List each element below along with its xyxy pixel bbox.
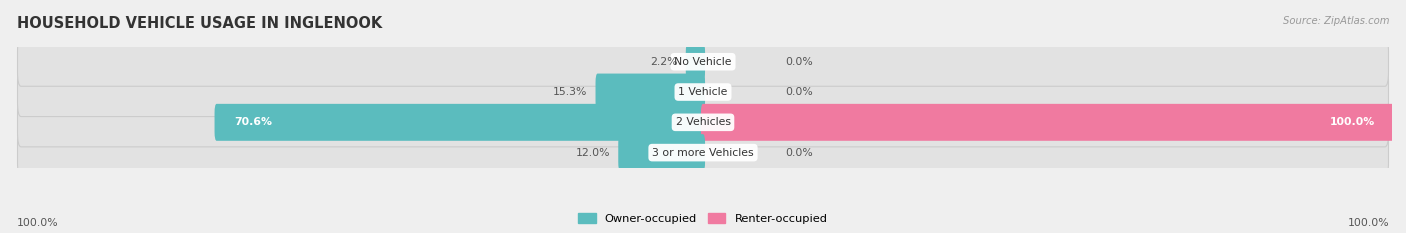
Text: 12.0%: 12.0% bbox=[575, 148, 610, 158]
Text: HOUSEHOLD VEHICLE USAGE IN INGLENOOK: HOUSEHOLD VEHICLE USAGE IN INGLENOOK bbox=[17, 16, 382, 31]
Text: 100.0%: 100.0% bbox=[1347, 218, 1389, 228]
FancyBboxPatch shape bbox=[702, 104, 1393, 141]
Text: 15.3%: 15.3% bbox=[553, 87, 588, 97]
FancyBboxPatch shape bbox=[17, 68, 1389, 116]
FancyBboxPatch shape bbox=[17, 128, 1389, 177]
Text: 0.0%: 0.0% bbox=[786, 87, 814, 97]
Text: No Vehicle: No Vehicle bbox=[675, 57, 731, 67]
Text: 2.2%: 2.2% bbox=[650, 57, 678, 67]
FancyBboxPatch shape bbox=[215, 104, 704, 141]
Text: 70.6%: 70.6% bbox=[233, 117, 271, 127]
Text: 1 Vehicle: 1 Vehicle bbox=[678, 87, 728, 97]
Text: 3 or more Vehicles: 3 or more Vehicles bbox=[652, 148, 754, 158]
FancyBboxPatch shape bbox=[619, 134, 704, 171]
Text: 100.0%: 100.0% bbox=[1330, 117, 1375, 127]
FancyBboxPatch shape bbox=[17, 37, 1389, 86]
Text: 0.0%: 0.0% bbox=[786, 148, 814, 158]
Text: 100.0%: 100.0% bbox=[17, 218, 59, 228]
Text: 2 Vehicles: 2 Vehicles bbox=[675, 117, 731, 127]
FancyBboxPatch shape bbox=[17, 98, 1389, 147]
FancyBboxPatch shape bbox=[686, 43, 704, 80]
Text: 0.0%: 0.0% bbox=[786, 57, 814, 67]
FancyBboxPatch shape bbox=[596, 74, 704, 110]
Legend: Owner-occupied, Renter-occupied: Owner-occupied, Renter-occupied bbox=[574, 209, 832, 229]
Text: Source: ZipAtlas.com: Source: ZipAtlas.com bbox=[1282, 16, 1389, 26]
